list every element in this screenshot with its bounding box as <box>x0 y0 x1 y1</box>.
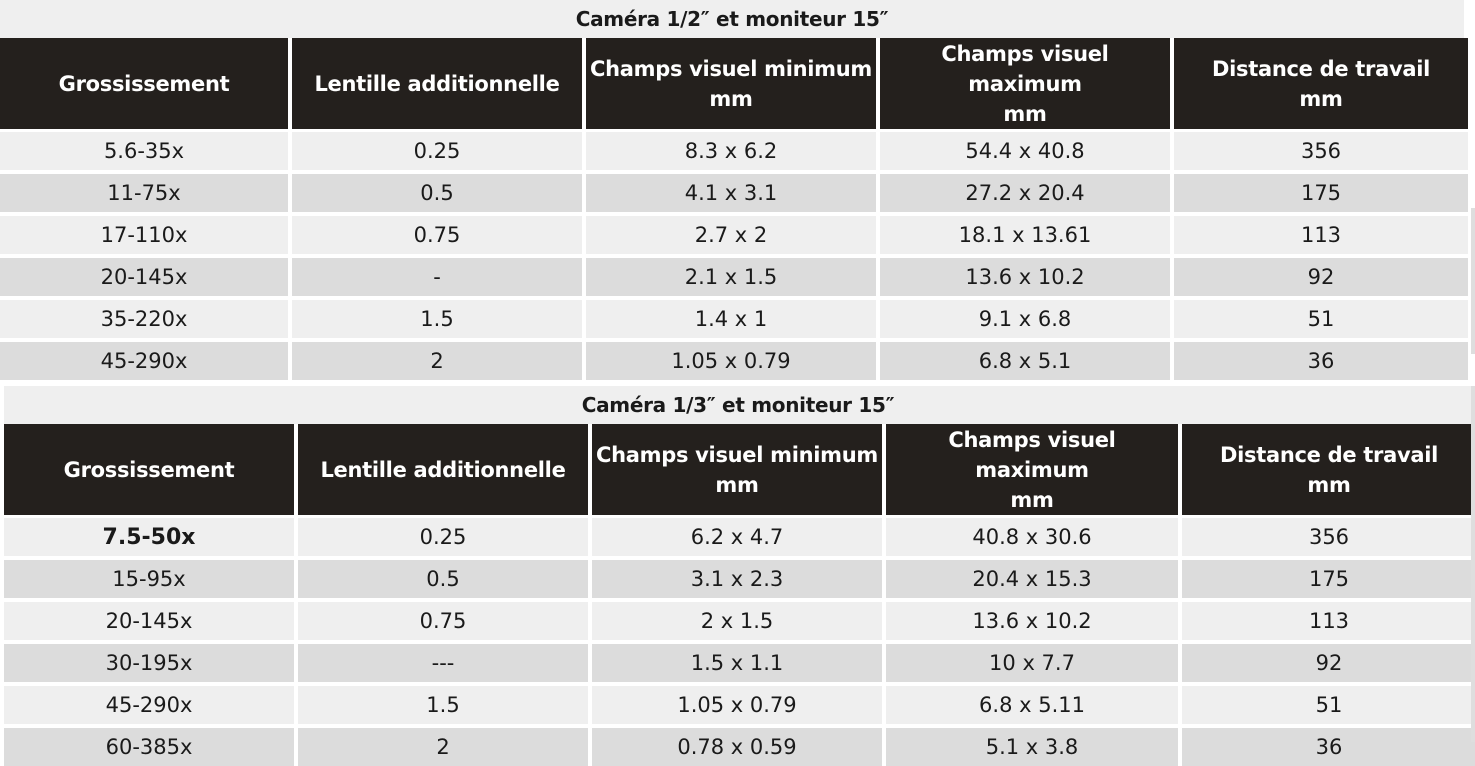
data-table: Grossissement Lentille additionnelle Cha… <box>0 38 1472 380</box>
magnification-cell: 30-195x <box>4 640 294 682</box>
max-field-of-view-cell: 13.6 x 10.2 <box>886 598 1178 640</box>
magnification-cell: 35-220x <box>0 296 288 338</box>
table-row: 45-290x 2 1.05 x 0.79 6.8 x 5.1 36 <box>0 338 1468 380</box>
working-distance-cell: 113 <box>1182 598 1475 640</box>
working-distance-cell: 36 <box>1182 724 1475 766</box>
magnification-cell: 60-385x <box>4 724 294 766</box>
max-field-of-view-cell: 27.2 x 20.4 <box>880 170 1170 212</box>
column-header-max-field-of-view: Champs visuel maximum mm <box>880 38 1170 129</box>
magnification-cell: 45-290x <box>4 682 294 724</box>
magnification-cell: 20-145x <box>4 598 294 640</box>
magnification-cell: 15-95x <box>4 556 294 598</box>
max-field-of-view-cell: 10 x 7.7 <box>886 640 1178 682</box>
working-distance-cell: 113 <box>1174 212 1468 254</box>
header-row: Grossissement Lentille additionnelle Cha… <box>4 424 1475 515</box>
table-row: 35-220x 1.5 1.4 x 1 9.1 x 6.8 51 <box>0 296 1468 338</box>
column-header-magnification: Grossissement <box>0 38 288 129</box>
min-field-of-view-cell: 1.5 x 1.1 <box>592 640 882 682</box>
scrollbar-track <box>1471 386 1475 742</box>
magnification-cell: 20-145x <box>0 254 288 296</box>
additional-lens-cell: 0.25 <box>292 129 582 170</box>
additional-lens-cell: 2 <box>292 338 582 380</box>
min-field-of-view-cell: 3.1 x 2.3 <box>592 556 882 598</box>
table-row: 7.5-50x 0.25 6.2 x 4.7 40.8 x 30.6 356 <box>4 515 1475 556</box>
table-row: 60-385x 2 0.78 x 0.59 5.1 x 3.8 36 <box>4 724 1475 766</box>
max-field-of-view-cell: 6.8 x 5.1 <box>880 338 1170 380</box>
additional-lens-cell: 2 <box>298 724 588 766</box>
column-header-min-field-of-view: Champs visuel minimum mm <box>592 424 882 515</box>
working-distance-cell: 51 <box>1182 682 1475 724</box>
min-field-of-view-cell: 2 x 1.5 <box>592 598 882 640</box>
column-header-working-distance: Distance de travail mm <box>1174 38 1468 129</box>
column-header-additional-lens: Lentille additionnelle <box>292 38 582 129</box>
additional-lens-cell: 0.25 <box>298 515 588 556</box>
additional-lens-cell: 1.5 <box>292 296 582 338</box>
working-distance-cell: 356 <box>1174 129 1468 170</box>
min-field-of-view-cell: 2.1 x 1.5 <box>586 254 876 296</box>
magnification-table-camera-third-inch: Caméra 1/3″ et moniteur 15″ Grossissemen… <box>4 386 1475 766</box>
additional-lens-cell: 0.75 <box>292 212 582 254</box>
data-table: Grossissement Lentille additionnelle Cha… <box>0 424 1475 766</box>
additional-lens-cell: --- <box>298 640 588 682</box>
working-distance-cell: 92 <box>1182 640 1475 682</box>
working-distance-cell: 36 <box>1174 338 1468 380</box>
working-distance-cell: 175 <box>1174 170 1468 212</box>
max-field-of-view-cell: 18.1 x 13.61 <box>880 212 1170 254</box>
min-field-of-view-cell: 2.7 x 2 <box>586 212 876 254</box>
magnification-cell: 45-290x <box>0 338 288 380</box>
column-header-additional-lens: Lentille additionnelle <box>298 424 588 515</box>
additional-lens-cell: 0.5 <box>292 170 582 212</box>
max-field-of-view-cell: 40.8 x 30.6 <box>886 515 1178 556</box>
table-caption: Caméra 1/3″ et moniteur 15″ <box>4 386 1472 424</box>
magnification-cell: 7.5-50x <box>4 515 294 556</box>
header-row: Grossissement Lentille additionnelle Cha… <box>0 38 1468 129</box>
min-field-of-view-cell: 0.78 x 0.59 <box>592 724 882 766</box>
magnification-cell: 11-75x <box>0 170 288 212</box>
table-caption: Caméra 1/2″ et moniteur 15″ <box>0 0 1464 38</box>
column-header-max-field-of-view: Champs visuel maximum mm <box>886 424 1178 515</box>
table-row: 5.6-35x 0.25 8.3 x 6.2 54.4 x 40.8 356 <box>0 129 1468 170</box>
additional-lens-cell: 0.5 <box>298 556 588 598</box>
max-field-of-view-cell: 20.4 x 15.3 <box>886 556 1178 598</box>
max-field-of-view-cell: 6.8 x 5.11 <box>886 682 1178 724</box>
magnification-cell: 17-110x <box>0 212 288 254</box>
max-field-of-view-cell: 5.1 x 3.8 <box>886 724 1178 766</box>
table-row: 15-95x 0.5 3.1 x 2.3 20.4 x 15.3 175 <box>4 556 1475 598</box>
working-distance-cell: 175 <box>1182 556 1475 598</box>
table-row: 11-75x 0.5 4.1 x 3.1 27.2 x 20.4 175 <box>0 170 1468 212</box>
table-row: 30-195x --- 1.5 x 1.1 10 x 7.7 92 <box>4 640 1475 682</box>
magnification-cell: 5.6-35x <box>0 129 288 170</box>
column-header-min-field-of-view: Champs visuel minimum mm <box>586 38 876 129</box>
max-field-of-view-cell: 9.1 x 6.8 <box>880 296 1170 338</box>
min-field-of-view-cell: 1.4 x 1 <box>586 296 876 338</box>
working-distance-cell: 356 <box>1182 515 1475 556</box>
min-field-of-view-cell: 1.05 x 0.79 <box>592 682 882 724</box>
table-row: 20-145x - 2.1 x 1.5 13.6 x 10.2 92 <box>0 254 1468 296</box>
max-field-of-view-cell: 13.6 x 10.2 <box>880 254 1170 296</box>
scrollbar-track <box>1471 208 1475 354</box>
working-distance-cell: 51 <box>1174 296 1468 338</box>
additional-lens-cell: - <box>292 254 582 296</box>
working-distance-cell: 92 <box>1174 254 1468 296</box>
table-row: 17-110x 0.75 2.7 x 2 18.1 x 13.61 113 <box>0 212 1468 254</box>
magnification-table-camera-half-inch: Caméra 1/2″ et moniteur 15″ Grossissemen… <box>0 0 1468 380</box>
min-field-of-view-cell: 6.2 x 4.7 <box>592 515 882 556</box>
max-field-of-view-cell: 54.4 x 40.8 <box>880 129 1170 170</box>
min-field-of-view-cell: 8.3 x 6.2 <box>586 129 876 170</box>
additional-lens-cell: 0.75 <box>298 598 588 640</box>
min-field-of-view-cell: 1.05 x 0.79 <box>586 338 876 380</box>
min-field-of-view-cell: 4.1 x 3.1 <box>586 170 876 212</box>
table-row: 20-145x 0.75 2 x 1.5 13.6 x 10.2 113 <box>4 598 1475 640</box>
column-header-magnification: Grossissement <box>4 424 294 515</box>
additional-lens-cell: 1.5 <box>298 682 588 724</box>
table-row: 45-290x 1.5 1.05 x 0.79 6.8 x 5.11 51 <box>4 682 1475 724</box>
column-header-working-distance: Distance de travail mm <box>1182 424 1475 515</box>
